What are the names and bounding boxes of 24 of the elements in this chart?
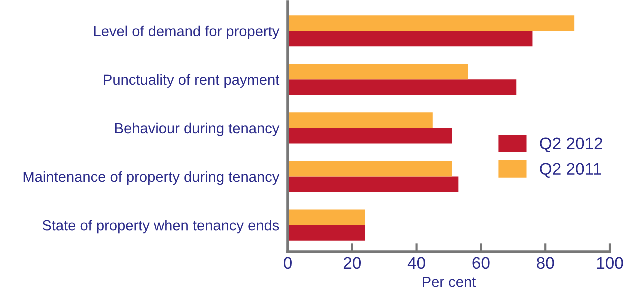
bar <box>288 176 459 192</box>
y-tick-label: State of property when tenancy ends <box>42 220 280 234</box>
legend-label: Q2 2012 <box>540 138 602 153</box>
x-tick-label: 20 <box>344 257 362 270</box>
x-tick-label: 100 <box>597 257 624 270</box>
y-tick-label: Maintenance of property during tenancy <box>24 171 280 186</box>
legend-label: Q2 2011 <box>540 163 602 178</box>
x-tick-label: 60 <box>472 257 490 270</box>
x-tick-label: 0 <box>284 257 292 270</box>
bar <box>288 210 366 226</box>
bar <box>288 112 433 128</box>
bar <box>288 225 366 241</box>
bar <box>288 80 517 96</box>
x-tick-label: 80 <box>537 257 554 270</box>
y-tick-label: Punctuality of rent payment <box>104 74 280 88</box>
bar <box>288 31 533 47</box>
bar <box>288 161 452 177</box>
y-tick-label: Behaviour during tenancy <box>115 122 280 137</box>
x-tick-label: 40 <box>408 257 426 270</box>
y-tick-label: Level of demand for property <box>94 26 280 40</box>
x-axis-title: Per cent <box>423 277 476 288</box>
bar <box>288 64 468 80</box>
bar <box>288 16 575 32</box>
bar <box>288 128 452 144</box>
